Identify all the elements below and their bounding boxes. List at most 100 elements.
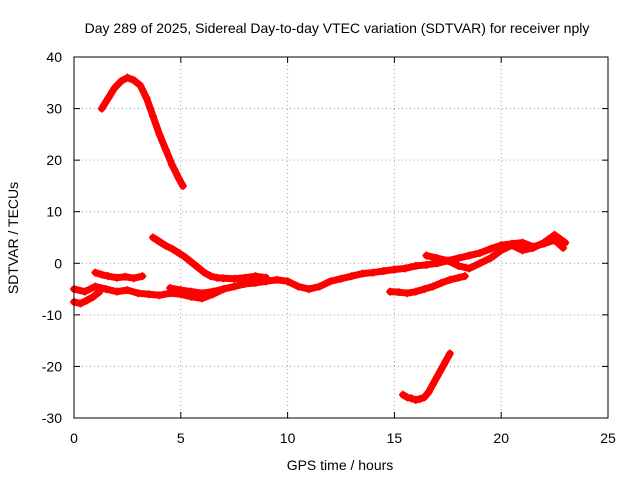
data-point <box>149 112 158 121</box>
data-point <box>97 104 106 113</box>
data-point <box>441 357 450 366</box>
data-point <box>262 273 271 282</box>
data-point <box>394 288 403 297</box>
data-point <box>369 268 378 277</box>
series-arc-dip <box>398 349 454 404</box>
chart-title: Day 289 of 2025, Sidereal Day-to-day VTE… <box>85 20 590 36</box>
data-point <box>104 94 113 103</box>
series-line <box>386 272 469 297</box>
series-arc-main-lower <box>70 236 568 303</box>
data-point <box>454 273 463 282</box>
data-point <box>187 258 196 267</box>
data-point <box>433 372 442 381</box>
data-point <box>187 287 196 296</box>
data-point <box>155 291 164 300</box>
data-point <box>168 244 177 253</box>
data-point <box>445 275 454 284</box>
data-point <box>437 278 446 287</box>
data-point <box>294 282 303 291</box>
data-point <box>416 394 425 403</box>
data-point <box>134 289 143 298</box>
data-point <box>129 76 138 85</box>
data-point <box>437 365 446 374</box>
data-point <box>142 94 151 103</box>
data-point <box>176 286 185 295</box>
data-point <box>121 272 130 281</box>
data-point <box>465 251 474 260</box>
data-point <box>539 238 548 247</box>
data-point <box>428 282 437 291</box>
data-point <box>497 246 506 255</box>
data-point <box>411 261 420 270</box>
x-axis-label: GPS time / hours <box>287 457 394 473</box>
data-point <box>91 282 100 291</box>
x-tick-label: 0 <box>70 430 78 446</box>
data-point <box>475 248 484 257</box>
data-point <box>454 254 463 263</box>
data-point <box>420 393 429 402</box>
data-point <box>251 278 260 287</box>
series-arc-early-high <box>97 73 187 190</box>
data-point <box>102 285 111 294</box>
data-point <box>407 394 416 403</box>
data-point <box>181 253 190 262</box>
data-point <box>230 274 239 283</box>
data-point <box>398 390 407 399</box>
data-series-layer <box>70 73 570 404</box>
data-point <box>138 272 147 281</box>
grid-lines <box>74 57 608 418</box>
series-arc-early-mid <box>91 268 147 283</box>
data-point <box>198 289 207 298</box>
data-point <box>403 393 412 402</box>
data-point <box>518 246 527 255</box>
y-tick-label: 30 <box>46 101 62 117</box>
data-point <box>386 287 395 296</box>
series-line <box>399 350 454 404</box>
data-point <box>422 251 431 260</box>
data-point <box>97 270 106 279</box>
data-point <box>155 130 164 139</box>
data-point <box>80 287 89 296</box>
data-point <box>161 145 170 154</box>
data-point <box>178 181 187 190</box>
x-tick-label: 20 <box>493 430 509 446</box>
data-point <box>411 395 420 404</box>
data-point <box>518 238 527 247</box>
x-tick-label: 10 <box>280 430 296 446</box>
series-arc-descending <box>149 233 271 283</box>
x-tick-label: 5 <box>177 430 185 446</box>
data-point <box>422 260 431 269</box>
data-point <box>428 380 437 389</box>
data-point <box>424 388 433 397</box>
y-tick-label: -10 <box>42 307 62 323</box>
x-tick-label: 15 <box>387 430 403 446</box>
data-point <box>208 287 217 296</box>
data-point <box>507 241 516 250</box>
data-point <box>326 277 335 286</box>
data-point <box>486 244 495 253</box>
plot-frame <box>73 56 609 419</box>
y-tick-label: 0 <box>54 255 62 271</box>
data-point <box>112 273 121 282</box>
data-point <box>251 272 260 281</box>
series-arc-late-overlap <box>422 230 570 273</box>
data-point <box>76 299 85 308</box>
data-point <box>272 275 281 284</box>
data-point <box>420 285 429 294</box>
data-point <box>240 273 249 282</box>
data-point <box>149 233 158 242</box>
data-point <box>168 161 177 170</box>
data-point <box>129 274 138 283</box>
data-point <box>112 287 121 296</box>
data-point <box>403 289 412 298</box>
data-point <box>443 256 452 265</box>
data-point <box>95 287 104 296</box>
data-point <box>561 238 570 247</box>
data-point <box>91 268 100 277</box>
series-arc-afternoon <box>386 272 469 298</box>
data-point <box>123 286 132 295</box>
y-tick-label: 40 <box>46 49 62 65</box>
data-point <box>315 282 324 291</box>
data-point <box>104 272 113 281</box>
